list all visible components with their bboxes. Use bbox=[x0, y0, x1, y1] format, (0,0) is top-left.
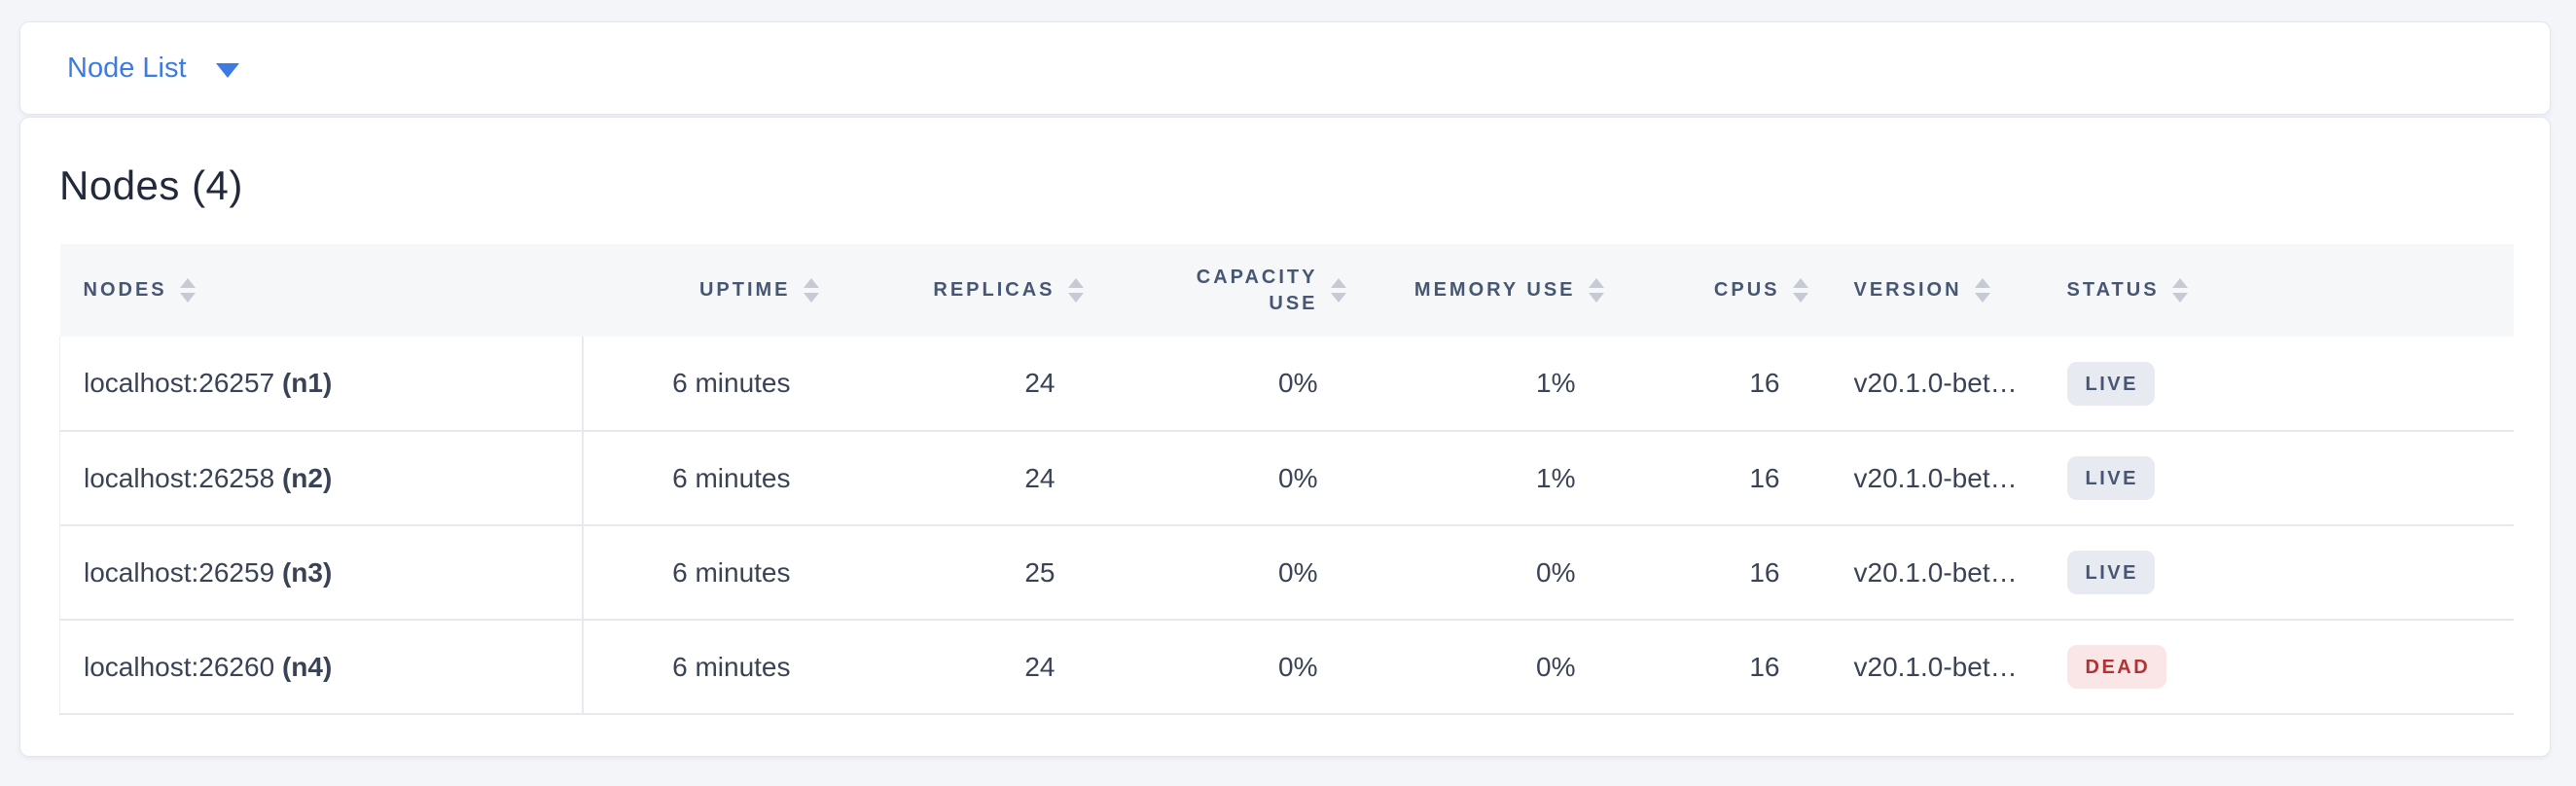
column-header-replicas[interactable]: REPLICAS bbox=[826, 244, 1091, 337]
column-header-memory-use[interactable]: MEMORY USE bbox=[1353, 244, 1611, 337]
replicas-cell: 24 bbox=[1024, 462, 1055, 493]
table-header-row: NODES UPTIME REPLICAS CAPACITY USE MEMOR… bbox=[59, 244, 2514, 337]
table-row: localhost:26258 (n2) 6 minutes 24 0% 1% … bbox=[59, 431, 2514, 525]
capacity-use-cell: 0% bbox=[1278, 368, 1318, 398]
node-address-cell: localhost:26260 (n4) bbox=[59, 620, 583, 714]
sort-icon[interactable] bbox=[1974, 278, 1990, 303]
capacity-use-cell: 0% bbox=[1278, 556, 1318, 588]
node-address-cell: localhost:26258 (n2) bbox=[59, 431, 583, 525]
status-badge: LIVE bbox=[2066, 551, 2155, 594]
table-row: localhost:26260 (n4) 6 minutes 24 0% 0% … bbox=[59, 620, 2514, 714]
page-selector-bar: Node List bbox=[19, 21, 2551, 115]
version-cell: v20.1.0-bet… bbox=[1853, 462, 2018, 493]
node-address: localhost:26257 bbox=[84, 368, 275, 398]
memory-use-cell: 1% bbox=[1536, 368, 1576, 398]
node-address: localhost:26260 bbox=[84, 651, 275, 682]
cpus-cell: 16 bbox=[1749, 368, 1780, 398]
replicas-cell: 24 bbox=[1024, 651, 1055, 682]
uptime-cell: 6 minutes bbox=[581, 431, 826, 525]
node-id: (n2) bbox=[281, 462, 333, 493]
node-id: (n3) bbox=[281, 556, 333, 588]
replicas-cell: 25 bbox=[1024, 556, 1055, 588]
memory-use-cell: 1% bbox=[1536, 462, 1576, 493]
column-header-cpus[interactable]: CPUS bbox=[1611, 244, 1815, 337]
uptime-cell: 6 minutes bbox=[581, 620, 826, 714]
sort-icon[interactable] bbox=[1792, 278, 1808, 303]
node-list-dropdown[interactable]: Node List bbox=[67, 53, 239, 85]
node-list-dropdown-label: Node List bbox=[67, 52, 187, 84]
uptime-cell: 6 minutes bbox=[581, 525, 826, 620]
chevron-down-icon bbox=[215, 62, 239, 78]
column-header-memory-use-label: MEMORY USE bbox=[1413, 279, 1576, 301]
table-row: localhost:26257 (n1) 6 minutes 24 0% 1% … bbox=[59, 337, 2514, 431]
node-address: localhost:26259 bbox=[84, 556, 275, 588]
status-cell: DEAD bbox=[2040, 620, 2514, 714]
status-badge: LIVE bbox=[2066, 456, 2155, 500]
version-cell: v20.1.0-bet… bbox=[1853, 368, 2018, 398]
node-address-cell: localhost:26257 (n1) bbox=[59, 337, 583, 431]
status-cell: LIVE bbox=[2040, 525, 2514, 620]
status-badge: LIVE bbox=[2066, 361, 2155, 406]
replicas-cell: 24 bbox=[1024, 368, 1055, 398]
node-id: (n1) bbox=[281, 368, 333, 398]
table-row: localhost:26259 (n3) 6 minutes 25 0% 0% … bbox=[59, 525, 2514, 620]
node-id: (n4) bbox=[281, 651, 333, 682]
node-address: localhost:26258 bbox=[84, 462, 275, 493]
sort-icon[interactable] bbox=[1067, 278, 1084, 303]
cpus-cell: 16 bbox=[1749, 462, 1780, 493]
status-cell: LIVE bbox=[2040, 431, 2514, 525]
column-header-uptime-label: UPTIME bbox=[698, 279, 791, 301]
column-header-version[interactable]: VERSION bbox=[1815, 244, 2040, 337]
node-address-cell: localhost:26259 (n3) bbox=[59, 525, 583, 620]
column-header-version-label: VERSION bbox=[1853, 279, 1962, 301]
column-header-capacity-use-label: CAPACITY USE bbox=[1196, 266, 1318, 314]
status-cell: LIVE bbox=[2040, 337, 2514, 431]
cpus-cell: 16 bbox=[1749, 556, 1780, 588]
version-cell: v20.1.0-bet… bbox=[1853, 651, 2018, 682]
status-badge: DEAD bbox=[2066, 645, 2167, 689]
sort-icon[interactable] bbox=[179, 278, 196, 303]
column-header-cpus-label: CPUS bbox=[1713, 279, 1780, 301]
sort-icon[interactable] bbox=[803, 278, 819, 303]
cpus-cell: 16 bbox=[1749, 651, 1780, 682]
column-header-nodes-label: NODES bbox=[83, 279, 167, 301]
capacity-use-cell: 0% bbox=[1278, 462, 1318, 493]
nodes-panel: Nodes (4) NODES UPTIME REPLICAS CAPACITY… bbox=[19, 117, 2551, 757]
memory-use-cell: 0% bbox=[1536, 556, 1576, 588]
column-header-status-label: STATUS bbox=[2066, 279, 2160, 301]
column-header-status[interactable]: STATUS bbox=[2040, 244, 2514, 337]
column-header-capacity-use[interactable]: CAPACITY USE bbox=[1091, 244, 1353, 337]
page-title: Nodes (4) bbox=[59, 162, 243, 208]
sort-icon[interactable] bbox=[1330, 278, 1346, 303]
version-cell: v20.1.0-bet… bbox=[1853, 556, 2018, 588]
column-header-uptime[interactable]: UPTIME bbox=[583, 244, 826, 337]
memory-use-cell: 0% bbox=[1536, 651, 1576, 682]
node-list-table: NODES UPTIME REPLICAS CAPACITY USE MEMOR… bbox=[59, 244, 2514, 715]
capacity-use-cell: 0% bbox=[1278, 651, 1318, 682]
column-header-nodes[interactable]: NODES bbox=[60, 244, 583, 337]
column-header-replicas-label: REPLICAS bbox=[933, 279, 1055, 301]
sort-icon[interactable] bbox=[2171, 278, 2188, 303]
sort-icon[interactable] bbox=[1588, 278, 1604, 303]
uptime-cell: 6 minutes bbox=[581, 337, 826, 431]
